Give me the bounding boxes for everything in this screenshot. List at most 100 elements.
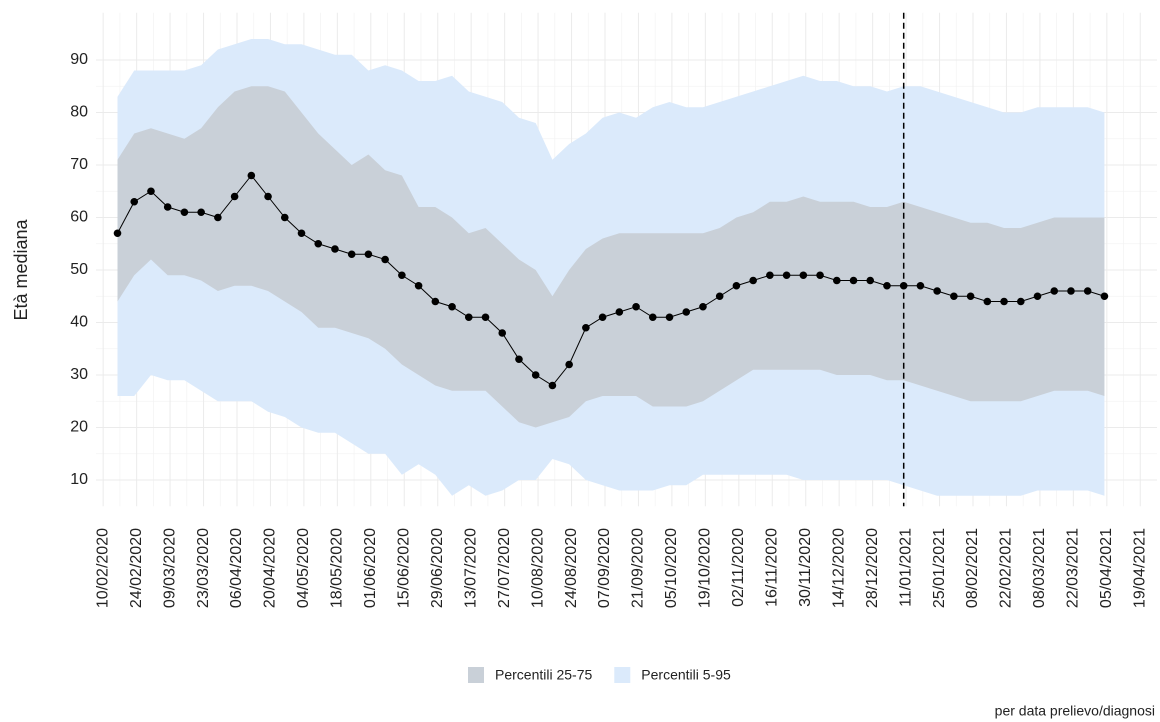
median-point [899, 281, 908, 290]
median-point [766, 271, 774, 280]
x-tick-label: 05/04/2021 [1098, 528, 1115, 608]
median-point [264, 192, 272, 201]
x-tick-label: 01/06/2020 [362, 528, 379, 608]
x-tick-label: 27/07/2020 [496, 528, 513, 608]
y-tick-label: 10 [70, 471, 88, 488]
x-tick-label: 09/03/2020 [161, 528, 178, 608]
median-point [849, 276, 858, 285]
x-tick-label: 13/07/2020 [462, 528, 479, 608]
median-point [230, 192, 239, 201]
median-point [816, 271, 824, 280]
median-point [113, 229, 122, 238]
x-tick-label: 10/02/2020 [94, 528, 111, 608]
median-point [1067, 287, 1075, 295]
x-tick-label: 22/03/2021 [1065, 528, 1082, 608]
y-tick-label: 20 [70, 419, 88, 436]
y-tick-label: 50 [70, 261, 88, 278]
x-tick-label: 08/02/2021 [964, 528, 981, 608]
y-tick-label: 40 [70, 314, 88, 331]
median-point [347, 250, 356, 259]
median-point [364, 250, 373, 259]
median-point [565, 360, 573, 369]
x-tick-label: 19/10/2020 [697, 528, 714, 608]
x-tick-label: 08/03/2021 [1031, 528, 1048, 608]
median-point [749, 276, 757, 285]
median-point [782, 271, 791, 280]
median-point [1100, 292, 1109, 301]
x-tick-label: 04/05/2020 [295, 528, 312, 608]
median-point [916, 281, 925, 290]
median-point [197, 208, 205, 217]
x-tick-label: 06/04/2020 [228, 528, 245, 608]
median-point [615, 308, 624, 316]
median-point [699, 302, 707, 311]
y-tick-label: 90 [70, 51, 88, 68]
y-tick-label: 30 [70, 366, 88, 383]
median-point [665, 313, 674, 322]
legend-label: Percentili 5-95 [641, 667, 731, 683]
median-point [130, 197, 139, 206]
median-point [297, 229, 306, 238]
median-point [1016, 297, 1025, 306]
median-point [983, 297, 992, 306]
median-point [147, 187, 155, 196]
median-point [414, 281, 423, 290]
x-tick-label: 16/11/2020 [763, 528, 780, 607]
percentile-band [117, 86, 1105, 428]
y-tick-label: 70 [70, 156, 88, 173]
legend-swatch [468, 667, 484, 683]
x-tick-label: 14/12/2020 [830, 528, 847, 608]
median-point [548, 381, 557, 390]
x-tick-label: 05/10/2020 [663, 528, 680, 608]
x-tick-label: 10/08/2020 [529, 528, 546, 608]
median-point [883, 281, 891, 290]
median-point [682, 308, 691, 316]
median-point [933, 287, 941, 295]
median-point [515, 355, 523, 364]
legend-label: Percentili 25-75 [495, 667, 592, 683]
x-tick-label: 18/05/2020 [329, 528, 346, 608]
x-tick-label: 22/02/2021 [998, 528, 1015, 608]
x-tick-label: 28/12/2020 [864, 528, 881, 608]
y-tick-label: 60 [70, 209, 88, 226]
median-point [431, 297, 440, 306]
median-point [648, 313, 657, 322]
median-point [498, 329, 507, 337]
median-point [531, 371, 540, 379]
median-point [314, 239, 323, 248]
median-point [832, 276, 841, 285]
legend-swatch [614, 667, 631, 683]
median-point [398, 271, 406, 280]
median-point [280, 213, 289, 222]
median-point [1083, 287, 1092, 295]
caption: per data prelievo/diagnosi [995, 703, 1155, 719]
x-tick-label: 20/04/2020 [262, 528, 279, 608]
x-tick-label: 29/06/2020 [429, 528, 446, 608]
median-point [1050, 287, 1059, 295]
x-tick-label: 24/08/2020 [563, 528, 580, 608]
x-tick-label: 21/09/2020 [630, 528, 647, 608]
median-point [966, 292, 975, 301]
median-point [247, 171, 256, 180]
x-tick-label: 07/09/2020 [596, 528, 613, 608]
median-point [481, 313, 490, 322]
y-axis-label: Età mediana [11, 218, 31, 320]
median-point [1033, 292, 1042, 301]
x-tick-label: 24/02/2020 [128, 528, 145, 608]
median-point [598, 313, 607, 322]
x-tick-label: 25/01/2021 [931, 528, 948, 608]
y-tick-label: 80 [70, 104, 88, 121]
median-point [180, 208, 189, 217]
median-point [866, 276, 875, 285]
x-tick-label: 23/03/2020 [195, 528, 212, 608]
median-point [582, 323, 590, 332]
median-point [732, 281, 741, 290]
median-point [715, 292, 724, 301]
x-tick-label: 11/01/2021 [897, 528, 914, 607]
x-tick-label: 02/11/2020 [730, 528, 747, 607]
median-point [799, 271, 808, 280]
median-point [632, 302, 640, 311]
median-point [464, 313, 473, 322]
x-tick-label: 15/06/2020 [395, 528, 412, 608]
